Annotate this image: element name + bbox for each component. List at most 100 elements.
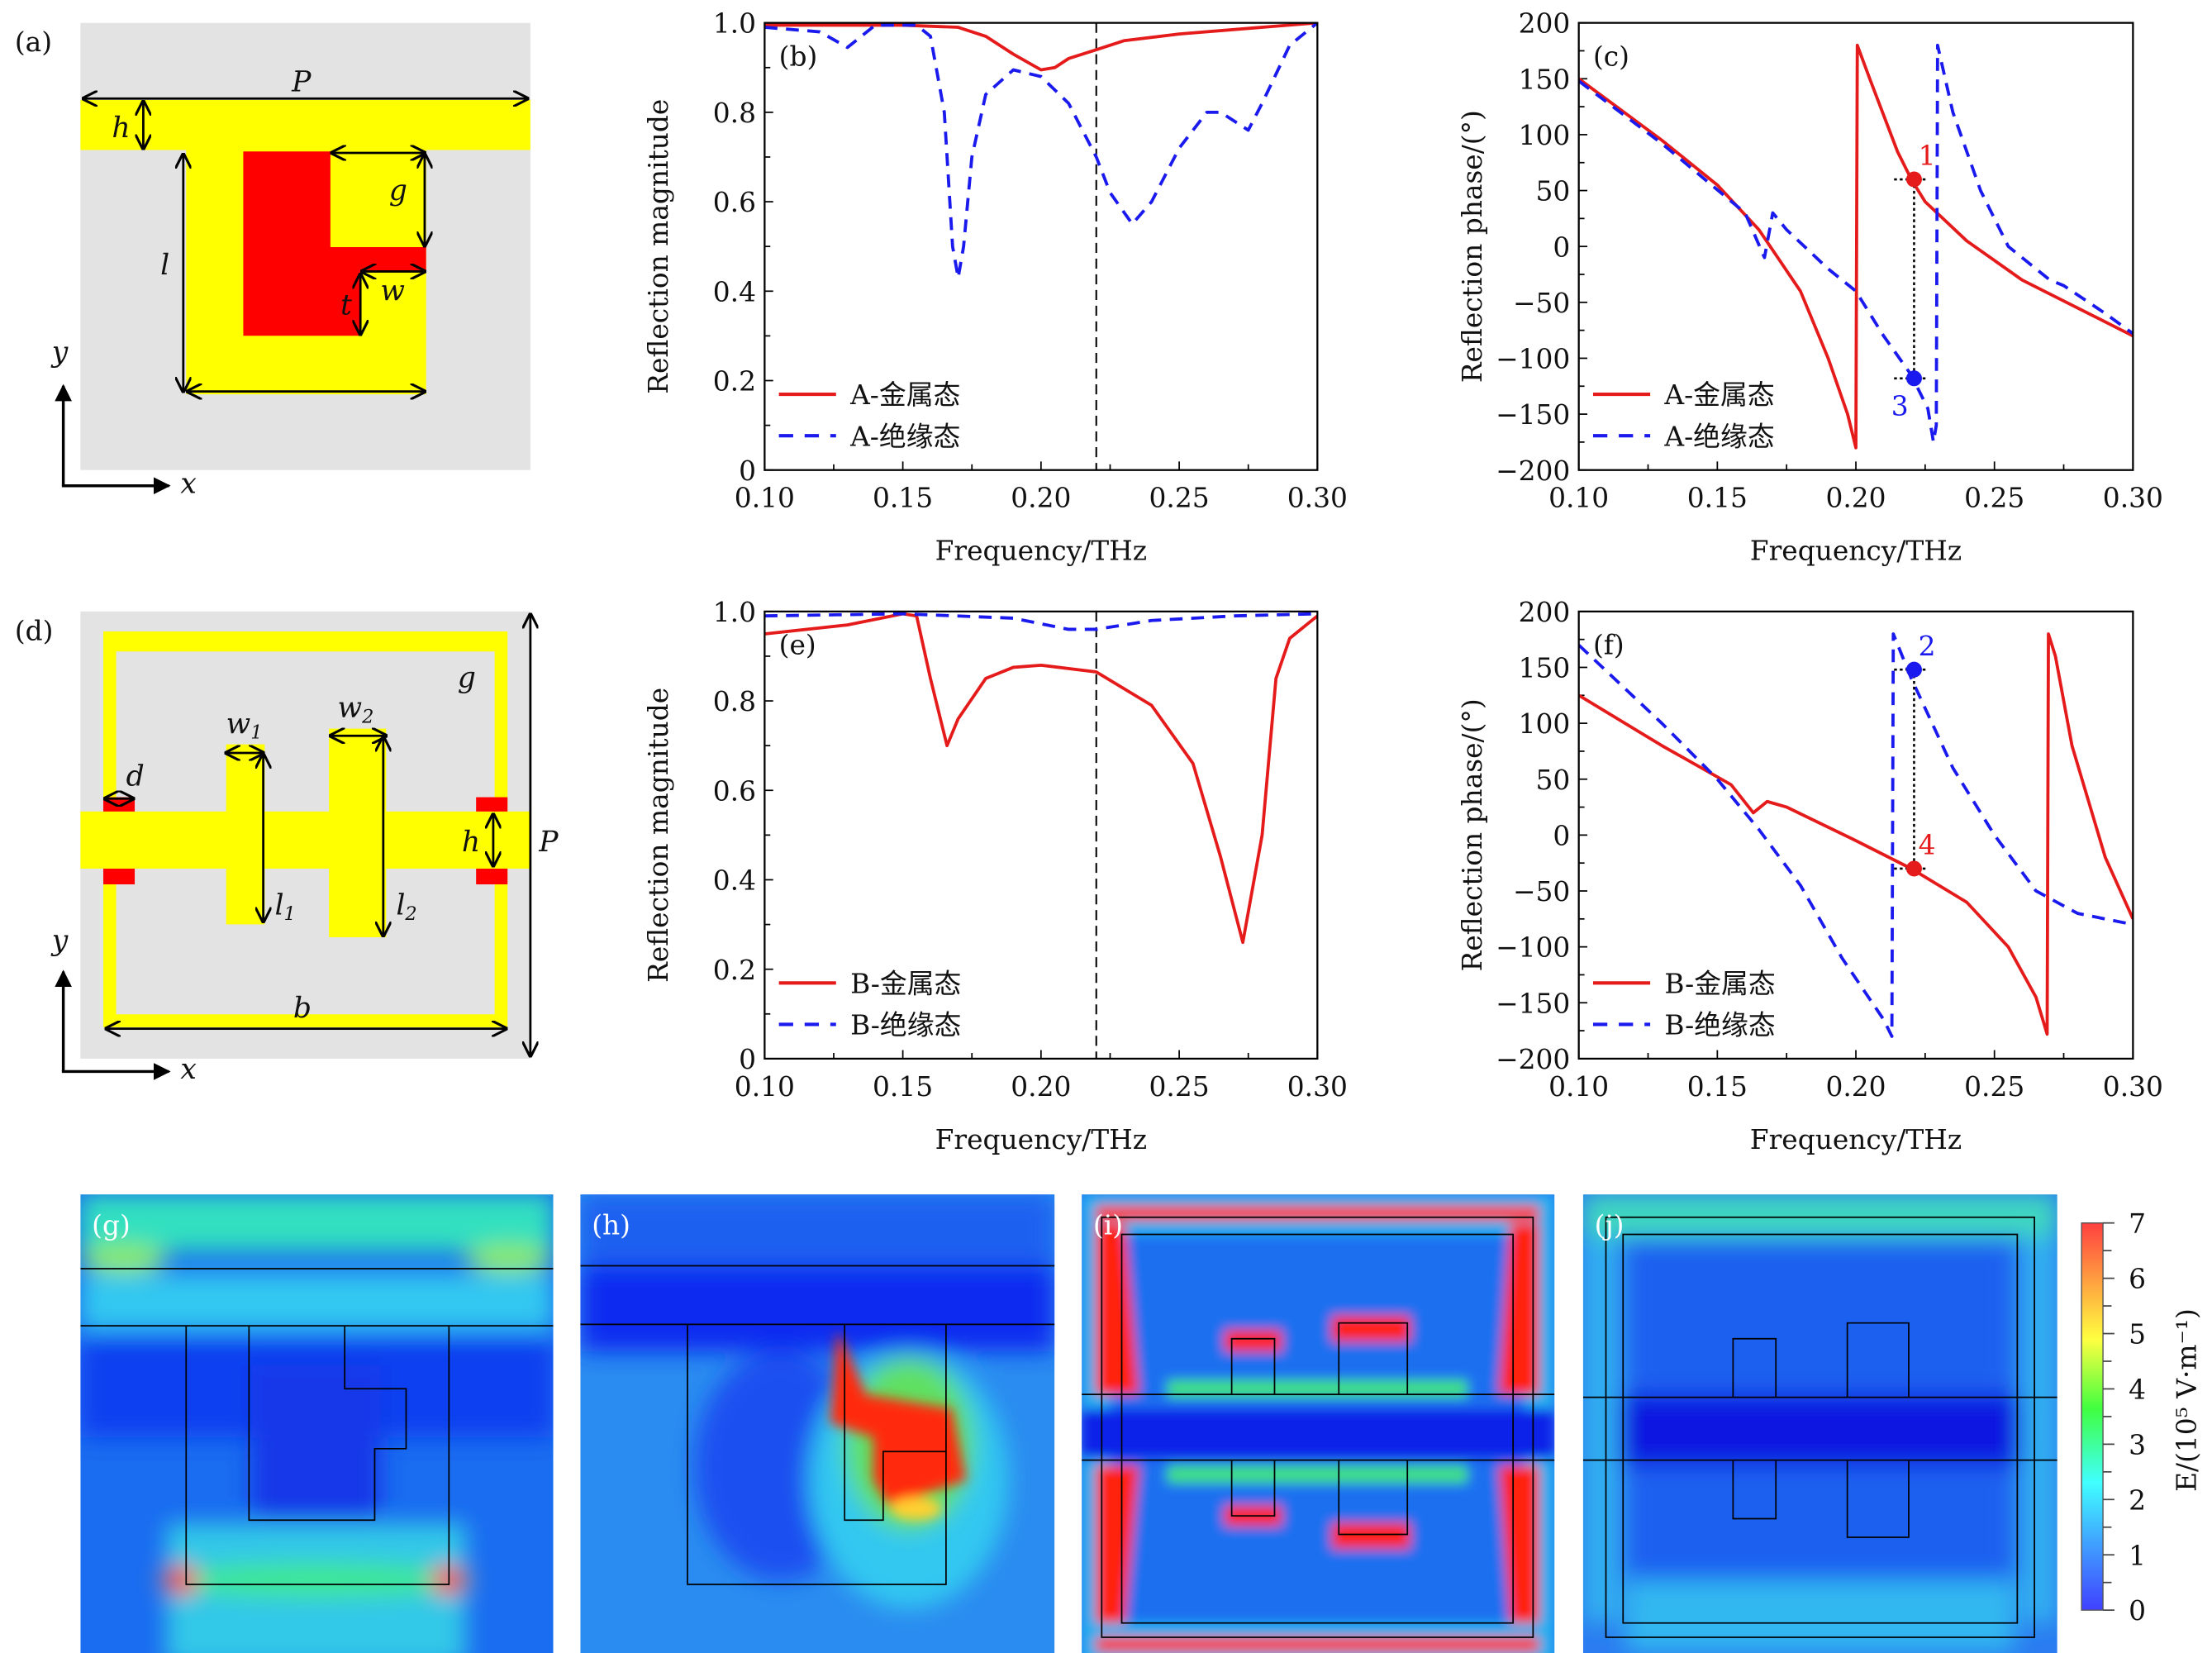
x-axis-label: Frequency/THz [1750,1124,1962,1155]
y-tick-label: 0.4 [713,865,756,897]
y-tick-label: −50 [1513,876,1570,907]
dim-w2: w2 [338,692,374,728]
panel-label-g: (g) [92,1210,131,1241]
x-tick-label: 0.30 [1287,483,1348,514]
series-line-insulator [764,22,1318,279]
x-tick-label: 0.20 [1011,1071,1071,1103]
chart-f: 0.10 0.15 0.20 0.25 0.30 −200 −150 −100 −50 0 50 10… [1457,597,2163,1155]
dim-b: b [293,992,312,1025]
x-tick-label: 0.20 [1825,483,1886,514]
x-tick-label: 0.15 [1687,1071,1748,1103]
x-tick-label: 0.20 [1825,1071,1886,1103]
y-tick-label: −150 [1496,399,1570,431]
series-line-insulator [1578,632,2134,1038]
panel-label-b: (b) [779,41,818,73]
panel-label-h: (h) [592,1210,630,1241]
x-tick-label: 0.25 [1964,1071,2024,1103]
legend-label-1: B-绝缘态 [1664,1010,1775,1041]
marker-label-1: 1 [1919,141,1936,172]
dim-w1: w1 [226,707,263,744]
legend-label-0: B-金属态 [850,968,961,999]
plot-frame [1577,610,2134,1060]
axis-y-label: y [50,925,69,958]
y-tick-label: 100 [1519,708,1571,740]
plot-frame [763,21,1319,471]
marker-point-2 [1905,661,1922,678]
dim-g: g [389,174,407,207]
y-tick-label: 1.0 [713,597,756,628]
dim-h: h [462,826,480,859]
y-tick-label: 0 [739,455,756,487]
unit-cell-a-diagram: (a) P h g l t w y x [15,22,530,500]
field-map-h: (h) [580,1194,1055,1653]
x-tick-label: 0.10 [735,483,795,514]
y-tick-label: 200 [1519,597,1571,628]
colorbar-tick-label: 0 [2129,1595,2146,1627]
unit-cell-b-diagram: (d) g w1 w2 d h P l1 l2 b y x [15,611,559,1086]
axis-y-label: y [50,336,69,369]
panel-label-c: (c) [1593,41,1629,73]
marker-point-1 [1905,171,1922,188]
chart-e: 0.10 0.15 0.20 0.25 0.30 0 0.2 0.4 0.6 0.8 1.0 Freq… [643,597,1348,1155]
y-tick-label: 50 [1536,765,1571,796]
x-tick-label: 0.30 [2103,1071,2163,1103]
panel-label-j: (j) [1595,1210,1625,1241]
y-tick-label: 0 [739,1044,756,1075]
colorbar-tick-label: 7 [2129,1208,2146,1240]
series-group [1578,43,2134,450]
series-line-metal [764,22,1318,72]
marker-point-4 [1905,860,1922,877]
series-line-insulator [1578,43,2134,444]
dim-d: d [126,760,145,793]
panel-label-a: (a) [15,26,52,58]
y-tick-label: 0.2 [713,366,756,398]
dim-P: P [291,66,312,99]
x-tick-label: 0.25 [1149,483,1210,514]
metal-strip [80,811,530,869]
y-tick-label: −100 [1496,932,1570,964]
panel-label-f: (f) [1593,630,1625,661]
dim-g: g [458,661,476,694]
series-group [764,22,1318,279]
x-tick-label: 0.25 [1964,483,2024,514]
x-tick-label: 0.15 [873,483,933,514]
field-map-j: (j) [1582,1194,2057,1653]
y-tick-label: 1.0 [713,8,756,40]
marker-label-4: 4 [1919,830,1936,861]
y-tick-label: 0.8 [713,98,756,129]
chart-b: 0.10 0.15 0.20 0.25 0.30 0 0.2 0.4 0.6 0.8 1.0 Freq… [643,8,1348,567]
colorbar: E/(10⁵ V·m⁻¹) 0 1 2 3 4 5 6 7 [2081,1208,2202,1627]
x-tick-label: 0.30 [1287,1071,1348,1103]
y-axis-label: Reflection magnitude [643,688,674,983]
colorbar-tick-label: 3 [2129,1429,2146,1460]
legend-label-0: A-金属态 [849,379,960,411]
y-tick-label: 0 [1553,820,1570,851]
series-line-metal [1578,632,2134,1036]
y-tick-label: 50 [1536,176,1571,207]
marker-label-2: 2 [1919,631,1936,662]
colorbar-tick-label: 6 [2129,1264,2146,1295]
stub-2 [329,728,387,937]
x-tick-label: 0.15 [873,1071,933,1103]
axis-x-label: x [180,1053,197,1086]
x-tick-label: 0.30 [2103,483,2163,514]
legend-label-1: A-绝缘态 [1663,421,1774,452]
y-tick-label: −150 [1496,988,1570,1019]
plot-frame [1577,21,2134,471]
plot-frame [763,610,1319,1060]
x-tick-label: 0.25 [1149,1071,1210,1103]
series-line-insulator [764,612,1318,631]
stub-1 [226,744,265,925]
colorbar-tick-label: 1 [2129,1540,2146,1571]
y-tick-label: −100 [1496,344,1570,375]
colorbar-tick-label: 2 [2129,1484,2146,1516]
chart-c: 0.10 0.15 0.20 0.25 0.30 −200 −150 −100 −50 0 50 10… [1457,8,2163,567]
marker-point-3 [1905,370,1922,387]
dim-h: h [112,112,130,145]
y-axis-label: Reflection magnitude [643,99,674,394]
legend-label-0: B-金属态 [1664,968,1775,999]
y-tick-label: 0.4 [713,276,756,307]
field-map-g: (g) [80,1194,554,1653]
y-axis-label: Reflection phase/(°) [1457,698,1488,971]
